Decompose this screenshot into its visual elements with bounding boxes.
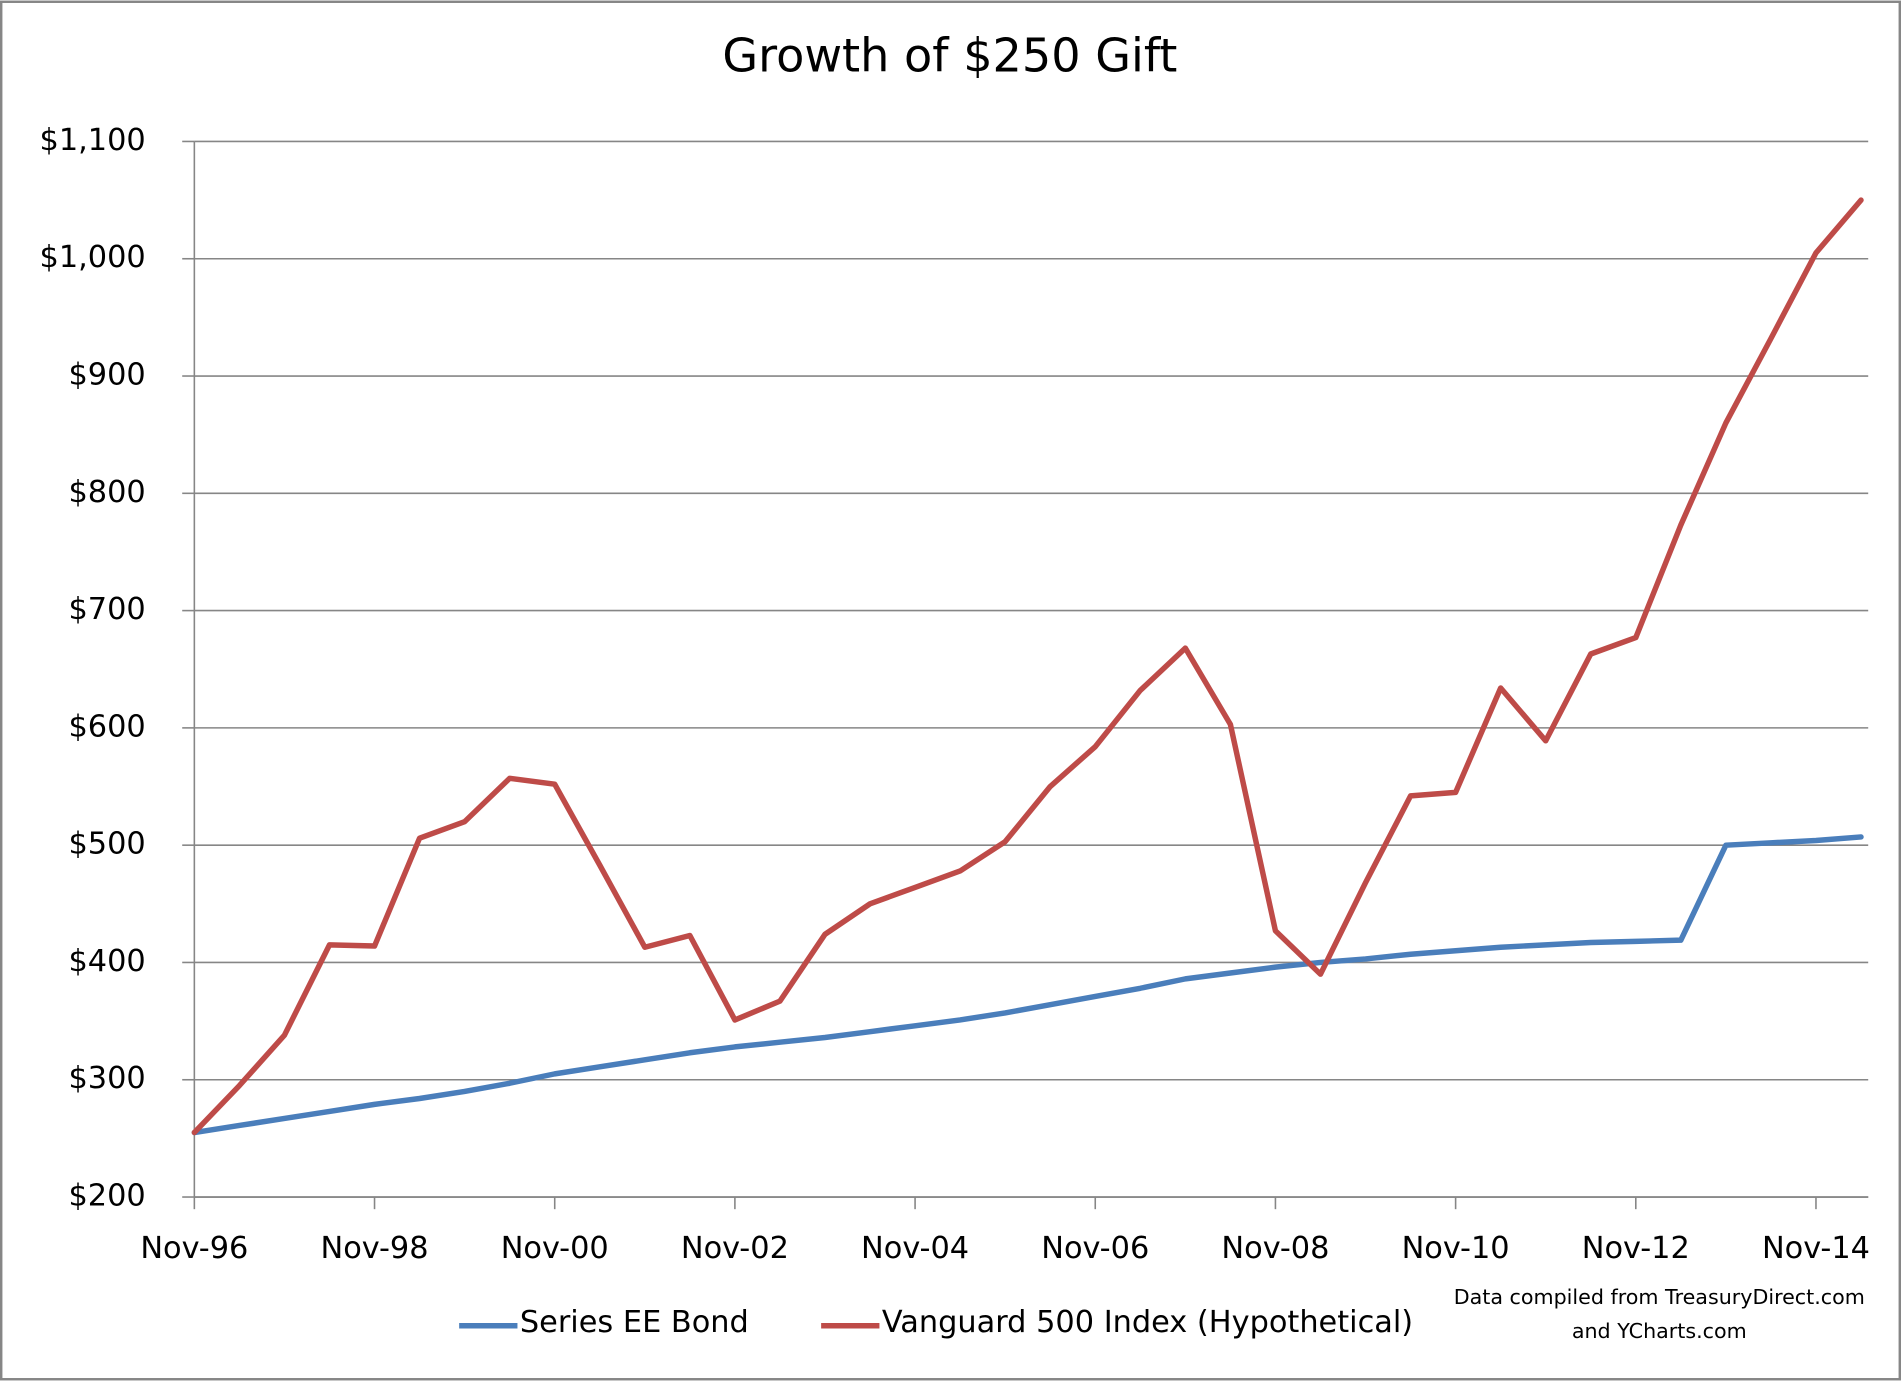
x-tick-label: Nov-08 <box>1221 1231 1329 1266</box>
y-tick-label: $500 <box>68 827 145 862</box>
x-tick-label: Nov-04 <box>861 1231 969 1266</box>
legend-label: Series EE Bond <box>520 1305 749 1340</box>
x-tick-label: Nov-96 <box>140 1231 248 1266</box>
y-tick-label: $900 <box>68 358 145 393</box>
x-tick-label: Nov-06 <box>1041 1231 1149 1266</box>
y-tick-label: $200 <box>68 1179 145 1214</box>
source-note: and YCharts.com <box>1572 1319 1747 1343</box>
source-note: Data compiled from TreasuryDirect.com <box>1454 1285 1865 1309</box>
x-tick-label: Nov-98 <box>321 1231 429 1266</box>
y-tick-label: $1,100 <box>40 123 146 158</box>
series-line <box>191 197 1864 1136</box>
x-tick-label: Nov-00 <box>501 1231 609 1266</box>
legend-label: Vanguard 500 Index (Hypothetical) <box>882 1305 1413 1340</box>
y-tick-label: $800 <box>68 475 145 510</box>
y-tick-label: $1,000 <box>40 240 146 275</box>
y-tick-label: $400 <box>68 944 145 979</box>
y-tick-label: $700 <box>68 592 145 627</box>
series-line <box>191 834 1864 1136</box>
x-tick-label: Nov-10 <box>1402 1231 1510 1266</box>
x-tick-label: Nov-02 <box>681 1231 789 1266</box>
y-tick-label: $600 <box>68 709 145 744</box>
x-tick-label: Nov-12 <box>1582 1231 1690 1266</box>
y-tick-label: $300 <box>68 1061 145 1096</box>
x-tick-label: Nov-14 <box>1762 1231 1870 1266</box>
chart-title: Growth of $250 Gift <box>722 28 1177 82</box>
